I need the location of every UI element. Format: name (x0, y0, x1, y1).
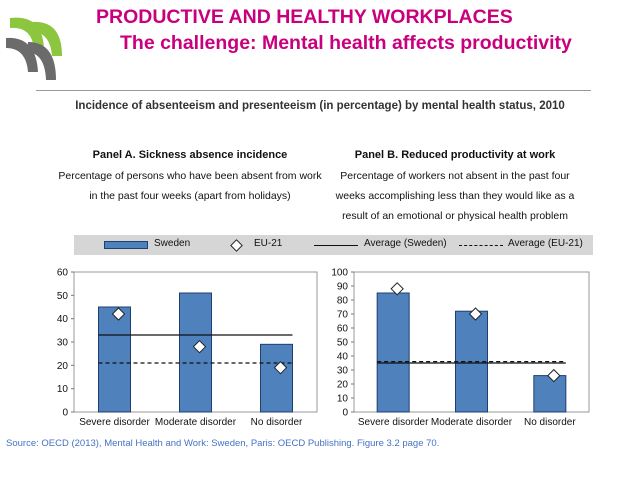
panel-b-chart: 0 10 20 30 40 50 60 70 80 90 100 Severe disorder Mod… (331, 268, 590, 428)
y-tick-label: 20 (57, 361, 69, 372)
panel-a-subtitle-line: Percentage of persons who have been abse… (58, 170, 322, 182)
point-eu21 (273, 360, 288, 375)
panel-b-subtitle-line: result of an emotional or physical healt… (342, 210, 568, 222)
chart-title: Incidence of absenteeism and presenteeis… (75, 100, 565, 112)
panel-b-subtitle-line: Percentage of workers not absent in the … (340, 170, 570, 182)
source-note: Source: OECD (2013), Mental Health and W… (6, 438, 440, 449)
header-subtitle: The challenge: Mental health affects pro… (120, 32, 572, 54)
legend-swatch-sweden (104, 241, 148, 249)
legend-swatch-avg-sweden (314, 245, 358, 246)
legend-swatch-eu21 (230, 239, 243, 252)
y-tick-label: 60 (337, 324, 349, 335)
point-eu21 (390, 282, 404, 296)
panel-a-subtitle: Percentage of persons who have been abse… (50, 166, 330, 206)
y-tick-label: 10 (337, 394, 349, 405)
y-tick-label: 90 (337, 282, 349, 293)
x-category-label: No disorder (251, 417, 303, 428)
legend-label-avg-eu21: Average (EU-21) (508, 238, 583, 249)
y-tick-label: 30 (57, 338, 69, 349)
bar-sweden (179, 292, 212, 413)
x-category-label: Severe disorder (358, 417, 429, 428)
y-tick-label: 80 (337, 296, 349, 307)
y-tick-label: 20 (337, 380, 349, 391)
y-tick-label: 60 (57, 268, 69, 279)
oecd-logo (6, 17, 62, 80)
chart-legend: Sweden EU-21 Average (Sweden) Average (E… (74, 235, 593, 255)
y-tick-label: 40 (337, 352, 349, 363)
panel-a-title: Panel A. Sickness absence incidence (92, 149, 288, 161)
header-rule (36, 90, 591, 91)
bar-sweden (376, 292, 410, 413)
point-eu21 (547, 368, 561, 383)
x-category-label: Moderate disorder (431, 417, 513, 428)
y-tick-label: 10 (57, 384, 69, 395)
y-tick-label: 50 (57, 291, 69, 302)
panel-b-title: Panel B. Reduced productivity at work (354, 149, 556, 161)
panel-a-chart: 0 10 20 30 40 50 60 Severe disorder Moderate dis… (57, 268, 318, 428)
panel-b-subtitle: Percentage of workers not absent in the … (325, 166, 585, 226)
y-tick-label: 70 (337, 310, 349, 321)
bar-sweden (533, 375, 567, 413)
y-tick-label: 30 (337, 366, 349, 377)
bar-sweden (260, 343, 293, 413)
y-tick-label: 100 (331, 268, 348, 279)
panel-a-subtitle-line: in the past four weeks (apart from holid… (89, 190, 291, 202)
y-tick-label: 40 (57, 314, 69, 325)
bar-sweden (98, 306, 131, 413)
point-eu21 (468, 307, 483, 321)
header-title: PRODUCTIVE AND HEALTHY WORKPLACES (96, 6, 513, 28)
point-eu21 (192, 339, 207, 354)
legend-label-eu21: EU-21 (254, 238, 283, 249)
point-eu21 (111, 307, 126, 321)
y-tick-label: 0 (342, 408, 348, 419)
panel-b-subtitle-line: weeks accomplishing less than they would… (335, 190, 575, 202)
y-tick-label: 0 (62, 408, 68, 419)
legend-label-sweden: Sweden (154, 238, 191, 249)
x-category-label: Moderate disorder (155, 417, 237, 428)
legend-swatch-avg-eu21 (459, 245, 503, 246)
x-category-label: No disorder (524, 417, 576, 428)
x-category-label: Severe disorder (79, 417, 150, 428)
legend-label-avg-sweden: Average (Sweden) (364, 238, 447, 249)
y-tick-label: 50 (337, 338, 349, 349)
